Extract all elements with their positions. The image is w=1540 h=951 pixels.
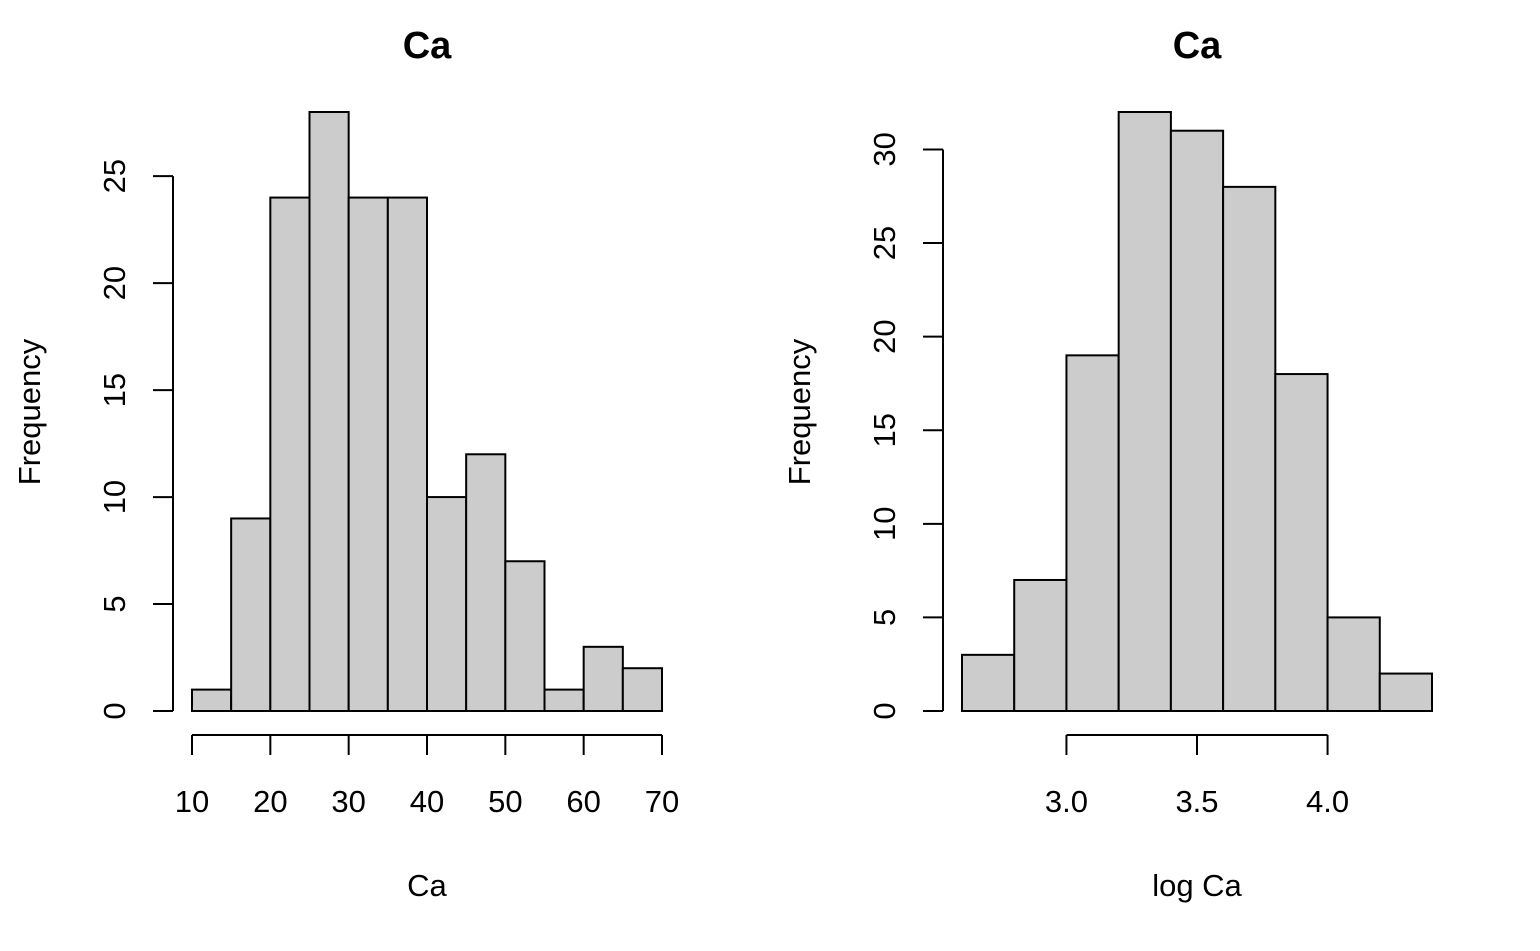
y-tick-label: 25 — [867, 226, 902, 260]
y-axis: 0 5 10 15 20 25 — [97, 159, 174, 720]
histogram-bar — [961, 653, 1016, 712]
x-tick-label: 50 — [488, 784, 522, 819]
x-tick-label: 3.5 — [1175, 784, 1218, 819]
y-tick-label: 15 — [97, 373, 132, 407]
histogram-bar — [1117, 111, 1172, 712]
histogram-bar — [1065, 354, 1120, 712]
histogram-bar — [191, 688, 233, 712]
y-axis-label: Frequency — [12, 338, 47, 485]
histogram-bar — [1326, 616, 1381, 712]
y-axis-label: Frequency — [782, 338, 817, 485]
x-tick-label: 10 — [175, 784, 209, 819]
histogram-panel-log-ca: Ca log Ca Frequency 3.0 3.5 4.0 0 5 10 15 20 25… — [782, 25, 1434, 903]
x-tick-label: 60 — [566, 784, 600, 819]
y-tick-label: 20 — [867, 319, 902, 353]
x-tick-label: 4.0 — [1306, 784, 1349, 819]
histogram-bar — [386, 196, 429, 713]
histogram-bar — [582, 645, 624, 712]
y-axis: 0 5 10 15 20 25 30 — [867, 132, 944, 720]
y-tick-label: 20 — [97, 266, 132, 300]
x-axis-label: log Ca — [1152, 868, 1242, 903]
y-tick-label: 25 — [97, 159, 132, 193]
histogram-bar — [347, 196, 389, 713]
y-tick-label: 30 — [867, 132, 902, 166]
y-tick-label: 0 — [97, 702, 132, 719]
y-tick-label: 5 — [867, 609, 902, 626]
x-tick-label: 70 — [645, 784, 679, 819]
histogram-bar — [308, 111, 350, 712]
histogram-bar — [1222, 185, 1277, 712]
y-tick-label: 10 — [867, 507, 902, 541]
chart-title: Ca — [1173, 25, 1222, 67]
histogram-bar — [269, 196, 311, 713]
histogram-bar — [621, 667, 663, 713]
histogram-bar — [465, 453, 507, 712]
chart-title: Ca — [403, 25, 452, 67]
histogram-bar — [504, 560, 546, 712]
x-tick-label: 30 — [331, 784, 365, 819]
histogram-bar — [1169, 129, 1225, 712]
y-tick-label: 10 — [97, 480, 132, 514]
x-axis: 3.0 3.5 4.0 — [1045, 734, 1349, 819]
y-tick-label: 0 — [867, 702, 902, 719]
histogram-bar — [1274, 373, 1329, 712]
x-axis: 10 20 30 40 50 60 70 — [175, 734, 679, 819]
histogram-bar — [230, 517, 272, 713]
histogram-bar — [1013, 578, 1068, 712]
x-tick-label: 20 — [253, 784, 287, 819]
histogram-bar — [543, 688, 585, 712]
bars — [961, 111, 1434, 712]
histogram-bar — [426, 496, 468, 713]
y-tick-label: 5 — [97, 595, 132, 612]
bars — [191, 111, 663, 713]
histogram-panel-ca: Ca Ca Frequency 10 20 30 40 50 60 70 0 5 10 15 20 2… — [12, 25, 679, 903]
x-axis-label: Ca — [407, 868, 447, 903]
x-tick-label: 3.0 — [1045, 784, 1088, 819]
x-tick-label: 40 — [410, 784, 444, 819]
y-tick-label: 15 — [867, 413, 902, 447]
histogram-bar — [1378, 672, 1434, 712]
